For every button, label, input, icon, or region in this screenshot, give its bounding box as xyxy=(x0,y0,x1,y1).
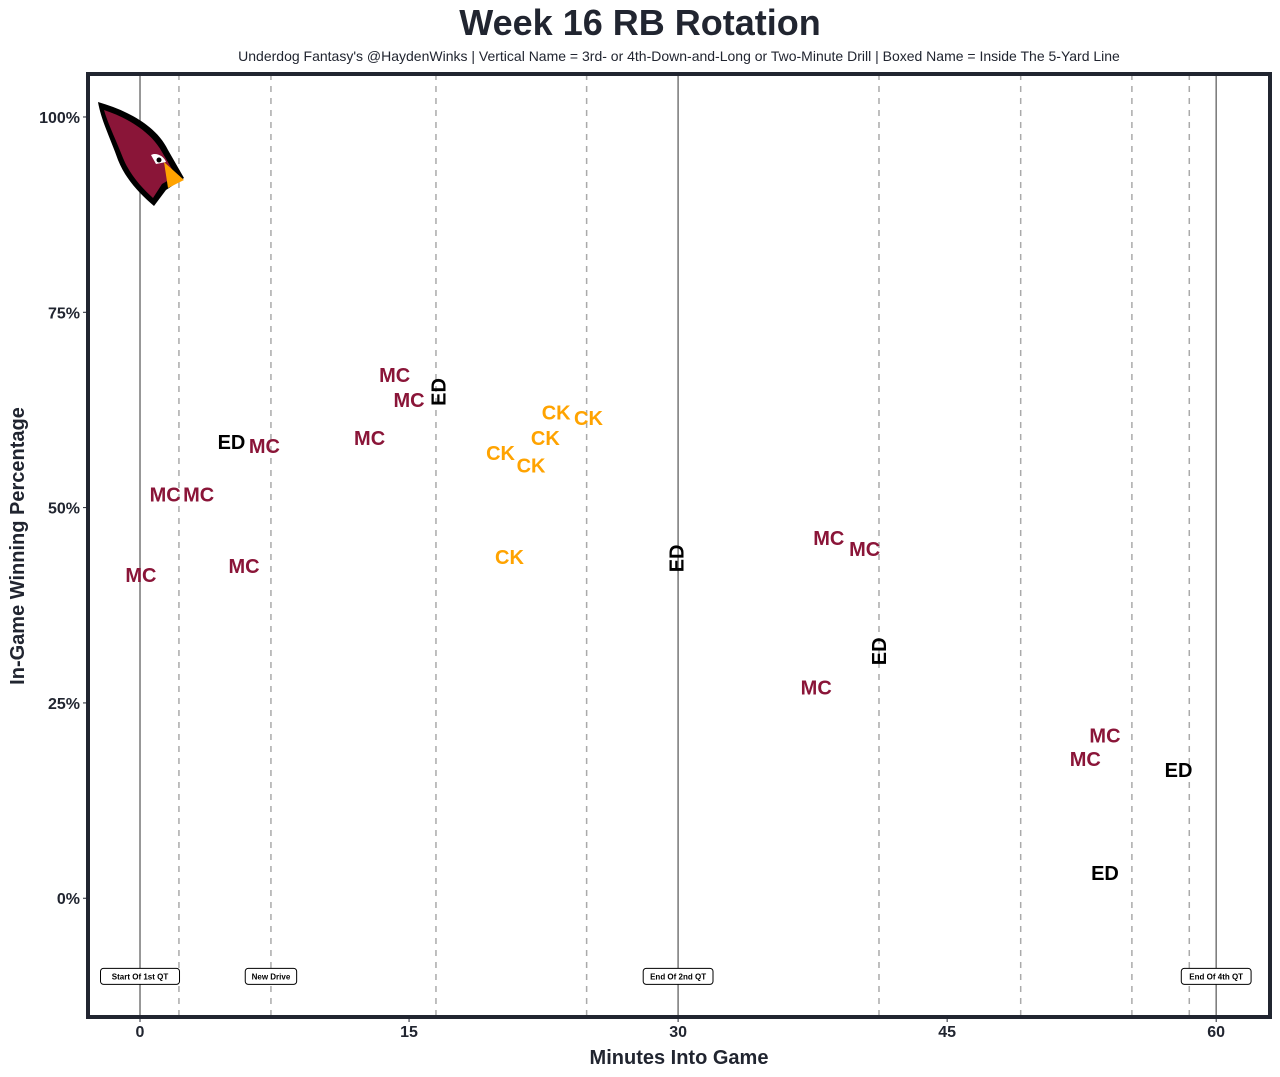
x-axis-label: Minutes Into Game xyxy=(590,1047,769,1069)
x-tick-label: 30 xyxy=(669,1024,687,1041)
x-tick-label: 45 xyxy=(938,1024,956,1041)
data-point-mc: MC xyxy=(379,365,410,387)
data-point-mc: MC xyxy=(394,390,425,412)
data-point-mc: MC xyxy=(249,436,280,458)
data-point-group: CK xyxy=(517,455,546,477)
y-tick-label: 0% xyxy=(57,891,80,908)
chart-title: Week 16 RB Rotation xyxy=(459,2,821,43)
event-label: Start Of 1st QT xyxy=(112,972,169,981)
data-point-group: MC xyxy=(1070,749,1101,771)
y-tick-label: 25% xyxy=(48,696,80,713)
data-point-ck: CK xyxy=(531,428,560,450)
data-point-mc: MC xyxy=(813,528,844,550)
data-point-mc: MC xyxy=(228,556,259,578)
event-label: New Drive xyxy=(252,972,291,981)
data-point-group: CK xyxy=(486,443,515,465)
data-point-group: MC xyxy=(801,677,832,699)
data-point-ed: ED xyxy=(1091,863,1119,885)
data-point-group: CK xyxy=(542,402,571,424)
data-point-group: ED xyxy=(218,432,246,454)
data-point-group: ED xyxy=(428,378,450,406)
data-point-group: CK xyxy=(574,408,603,430)
data-point-group: MC xyxy=(228,556,259,578)
x-tick-label: 0 xyxy=(136,1024,145,1041)
data-point-ed: ED xyxy=(218,432,246,454)
data-point-group: CK xyxy=(531,428,560,450)
data-point-mc: MC xyxy=(183,484,214,506)
data-point-group: MC xyxy=(125,565,156,587)
data-point-ck: CK xyxy=(486,443,515,465)
event-label-box xyxy=(100,967,181,985)
data-point-ck: CK xyxy=(495,547,524,569)
data-point-mc: MC xyxy=(1089,725,1120,747)
data-point-group: MC xyxy=(379,365,410,387)
cardinals-logo xyxy=(98,102,184,206)
data-point-group: CK xyxy=(495,547,524,569)
y-axis-label: In-Game Winning Percentage xyxy=(7,407,29,685)
x-tick-label: 60 xyxy=(1207,1024,1225,1041)
data-point-mc: MC xyxy=(1070,749,1101,771)
data-point-mc: MC xyxy=(150,484,181,506)
y-tick-label: 50% xyxy=(48,501,80,518)
x-tick-label: 15 xyxy=(400,1024,418,1041)
data-point-group: MC xyxy=(1089,725,1120,747)
event-label-box xyxy=(244,967,298,985)
data-point-group: ED xyxy=(666,544,688,572)
data-point-group: MC xyxy=(354,428,385,450)
data-point-mc: MC xyxy=(125,565,156,587)
data-point-group: ED xyxy=(1165,760,1193,782)
data-point-ed: ED xyxy=(869,637,891,665)
data-point-group: MC xyxy=(394,390,425,412)
data-point-group: ED xyxy=(1091,863,1119,885)
data-point-ed: ED xyxy=(666,544,688,572)
data-point-group: MC xyxy=(849,539,880,561)
event-label: End Of 2nd QT xyxy=(650,972,706,981)
data-point-group: MC xyxy=(150,484,181,506)
data-point-ck: CK xyxy=(517,455,546,477)
chart-subtitle: Underdog Fantasy's @HaydenWinks | Vertic… xyxy=(238,48,1120,64)
data-point-group: MC xyxy=(249,436,280,458)
data-point-ed: ED xyxy=(1165,760,1193,782)
y-tick-label: 75% xyxy=(48,305,80,322)
data-point-mc: MC xyxy=(801,677,832,699)
event-label-box xyxy=(642,967,714,985)
data-point-mc: MC xyxy=(354,428,385,450)
y-tick-label: 100% xyxy=(39,110,80,127)
data-point-ck: CK xyxy=(542,402,571,424)
data-point-mc: MC xyxy=(849,539,880,561)
data-point-group: ED xyxy=(869,637,891,665)
data-point-ed: ED xyxy=(428,378,450,406)
event-label-box xyxy=(1180,967,1252,985)
event-label: End Of 4th QT xyxy=(1189,972,1243,981)
plot-frame xyxy=(86,72,1272,1019)
data-point-group: MC xyxy=(183,484,214,506)
data-point-group: MC xyxy=(813,528,844,550)
data-point-ck: CK xyxy=(574,408,603,430)
